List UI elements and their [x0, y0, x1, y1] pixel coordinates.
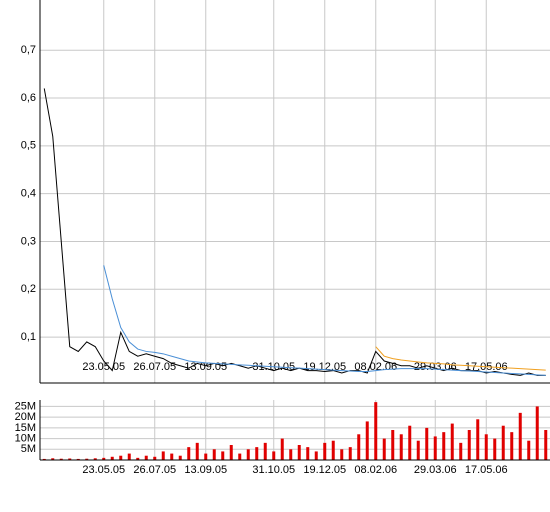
x-tick-label: 13.09.05	[184, 464, 227, 476]
volume-bar	[391, 430, 395, 460]
y-tick-label: 25M	[15, 400, 36, 412]
y-tick-label: 10M	[15, 432, 36, 444]
volume-bar	[280, 438, 284, 460]
y-tick-label: 5M	[21, 443, 36, 455]
volume-bar	[450, 423, 454, 460]
volume-bar	[535, 406, 539, 460]
volume-bar	[42, 458, 46, 460]
volume-bar	[187, 447, 191, 460]
volume-bar	[119, 455, 123, 460]
volume-bar	[314, 451, 318, 460]
volume-bar	[348, 447, 352, 460]
volume-bar	[85, 458, 89, 460]
y-tick-label: 0,4	[21, 188, 36, 200]
volume-bar	[484, 434, 488, 460]
x-tick-label: 17.05.06	[465, 464, 508, 476]
volume-bar	[340, 449, 344, 460]
volume-bar	[374, 402, 378, 460]
y-tick-label: 0,5	[21, 140, 36, 152]
volume-bar	[170, 453, 174, 460]
volume-bar	[365, 421, 369, 460]
volume-bar	[93, 458, 97, 460]
volume-bar	[204, 453, 208, 460]
volume-bar	[272, 451, 276, 460]
x-tick-label: 29.03.06	[414, 464, 457, 476]
volume-bar	[493, 438, 497, 460]
volume-bar	[323, 442, 327, 460]
volume-bar	[416, 440, 420, 460]
y-tick-label: 0,1	[21, 331, 36, 343]
volume-bar	[467, 430, 471, 460]
volume-bar	[408, 425, 412, 460]
volume-bar	[442, 432, 446, 460]
volume-bar	[331, 440, 335, 460]
volume-bar	[263, 442, 267, 460]
volume-bar	[76, 458, 80, 460]
volume-bar	[433, 436, 437, 460]
volume-bar	[246, 449, 250, 460]
y-tick-label: 0,3	[21, 235, 36, 247]
volume-bar	[195, 442, 199, 460]
volume-bar	[102, 457, 106, 460]
y-tick-label: 0,7	[21, 44, 36, 56]
x-tick-label: 23.05.05	[82, 464, 125, 476]
price-line	[103, 265, 546, 376]
volume-bar	[229, 445, 233, 460]
price-line	[43, 88, 546, 376]
x-tick-label: 19.12.05	[303, 464, 346, 476]
volume-bar	[110, 456, 114, 460]
volume-bar	[153, 456, 157, 460]
x-tick-label: 23.05.05	[82, 361, 125, 373]
volume-bar	[212, 449, 216, 460]
volume-bar	[544, 430, 548, 460]
volume-bar	[306, 447, 310, 460]
price-line	[375, 346, 546, 371]
volume-bar	[382, 438, 386, 460]
x-tick-label: 31.10.05	[252, 464, 295, 476]
volume-bar	[357, 434, 361, 460]
volume-bar	[144, 455, 148, 460]
y-tick-label: 20M	[15, 411, 36, 423]
volume-bar	[136, 457, 140, 460]
volume-bar	[510, 432, 514, 460]
y-tick-label: 15M	[15, 422, 36, 434]
volume-bar	[289, 449, 293, 460]
volume-bar	[518, 412, 522, 460]
x-tick-label: 29.03.06	[414, 361, 457, 373]
volume-bar	[459, 442, 463, 460]
x-tick-label: 26.07.05	[133, 464, 176, 476]
y-tick-label: 0,2	[21, 283, 36, 295]
y-tick-label: 0,6	[21, 92, 36, 104]
x-tick-label: 26.07.05	[133, 361, 176, 373]
volume-bar	[68, 458, 72, 460]
volume-bar	[221, 451, 225, 460]
volume-bar	[127, 453, 131, 460]
volume-bar	[425, 427, 429, 460]
volume-bar	[399, 434, 403, 460]
volume-bar	[51, 458, 55, 460]
volume-bar	[527, 440, 531, 460]
volume-bar	[501, 425, 505, 460]
volume-bar	[59, 458, 63, 460]
volume-bar	[297, 445, 301, 460]
volume-bar	[161, 451, 165, 460]
x-tick-label: 08.02.06	[354, 464, 397, 476]
volume-bar	[255, 447, 259, 460]
volume-bar	[476, 419, 480, 460]
volume-bar	[238, 453, 242, 460]
volume-bar	[178, 455, 182, 460]
